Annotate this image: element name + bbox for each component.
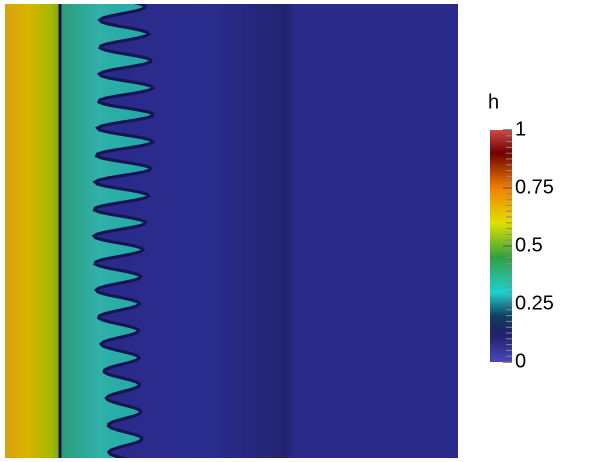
field [5, 4, 458, 458]
tick-label: 0.5 [515, 234, 543, 256]
tick-label: 0.75 [515, 176, 554, 198]
tick-label: 1 [515, 118, 526, 140]
colorbar-title: h [488, 91, 499, 113]
tick-label: 0.25 [515, 292, 554, 314]
tick-label: 0 [515, 350, 526, 372]
finger-front [58, 4, 156, 458]
